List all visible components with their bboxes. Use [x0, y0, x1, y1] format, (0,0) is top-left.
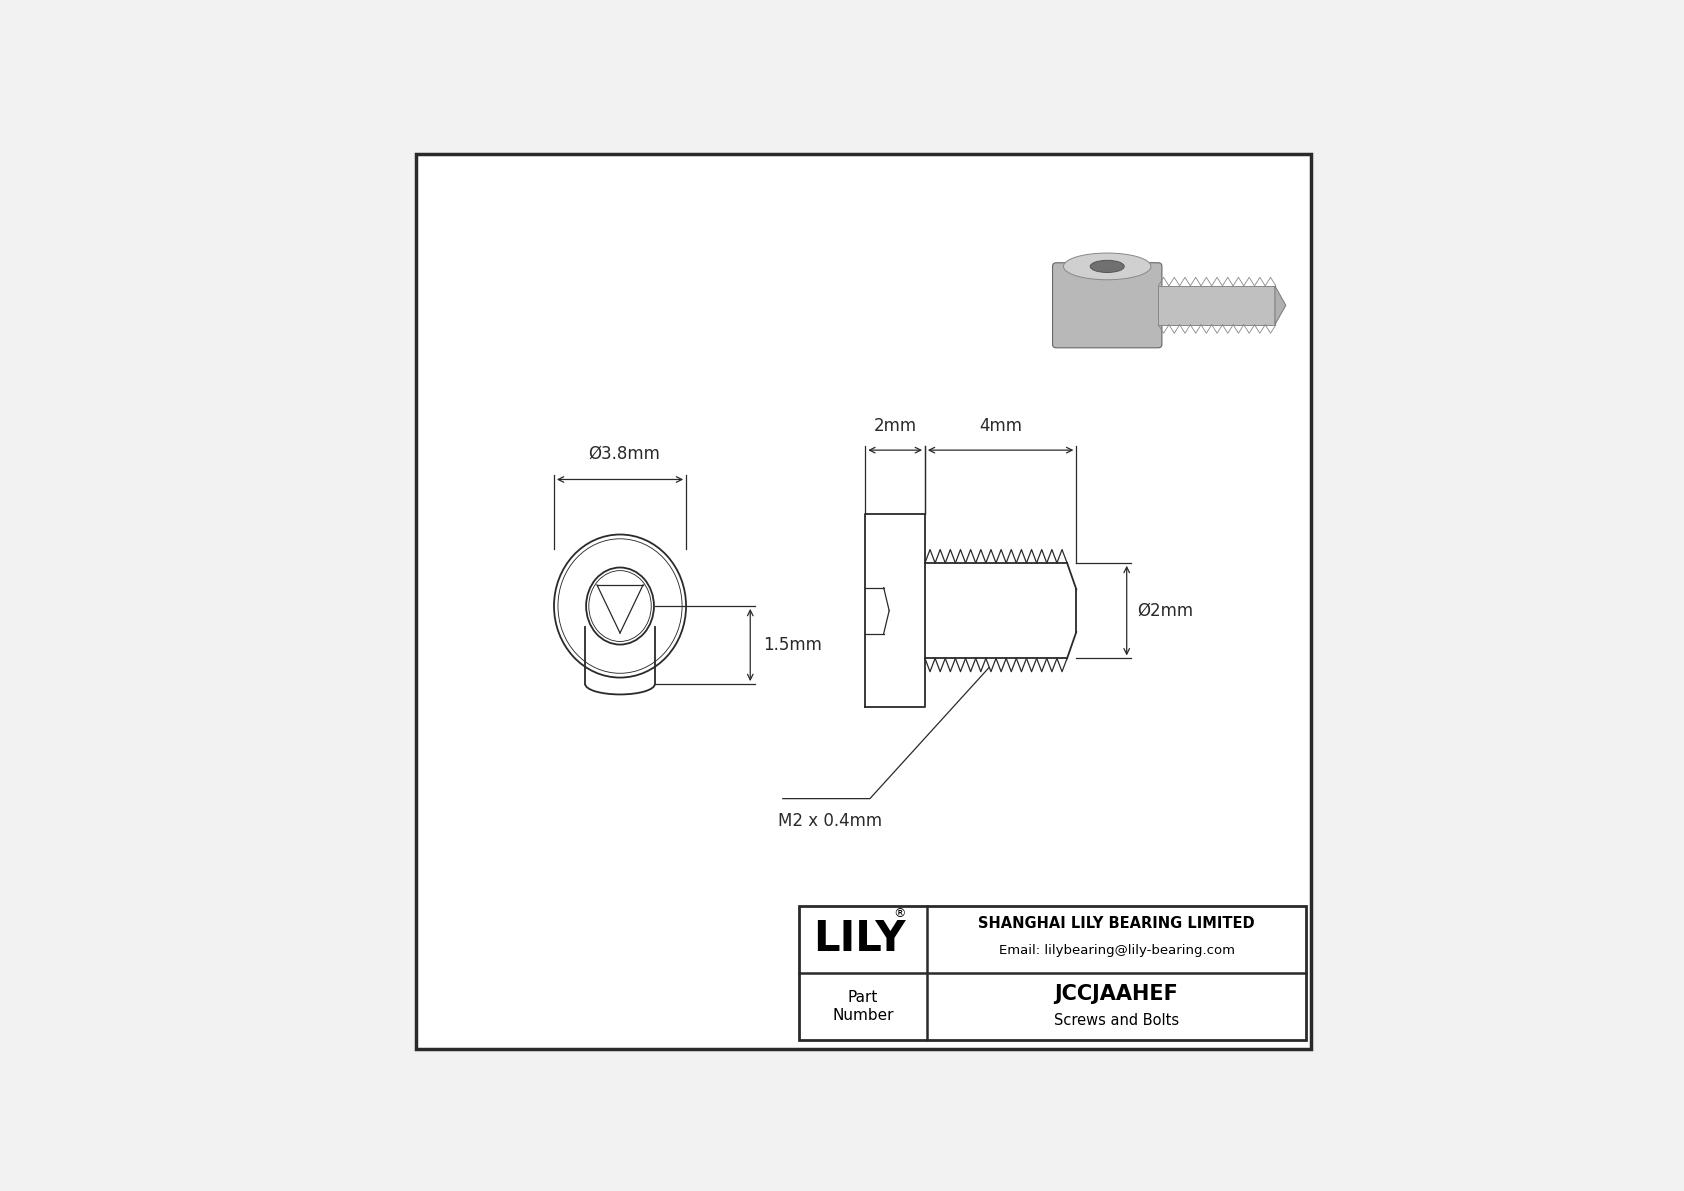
Text: JCCJAAHEF: JCCJAAHEF — [1054, 985, 1179, 1004]
Text: ®: ® — [894, 908, 906, 921]
FancyBboxPatch shape — [416, 154, 1310, 1049]
Text: Screws and Bolts: Screws and Bolts — [1054, 1012, 1179, 1028]
Text: LILY: LILY — [813, 918, 906, 960]
Text: Part
Number: Part Number — [832, 990, 894, 1023]
Text: M2 x 0.4mm: M2 x 0.4mm — [778, 812, 882, 830]
Text: SHANGHAI LILY BEARING LIMITED: SHANGHAI LILY BEARING LIMITED — [978, 916, 1255, 931]
Text: Ø2mm: Ø2mm — [1138, 601, 1194, 619]
Text: Email: lilybearing@lily-bearing.com: Email: lilybearing@lily-bearing.com — [999, 944, 1234, 956]
Text: 1.5mm: 1.5mm — [763, 636, 822, 654]
Bar — [798, 906, 1307, 1040]
Text: 2mm: 2mm — [874, 418, 916, 436]
Text: 4mm: 4mm — [978, 418, 1022, 436]
Text: Ø3.8mm: Ø3.8mm — [589, 445, 660, 463]
